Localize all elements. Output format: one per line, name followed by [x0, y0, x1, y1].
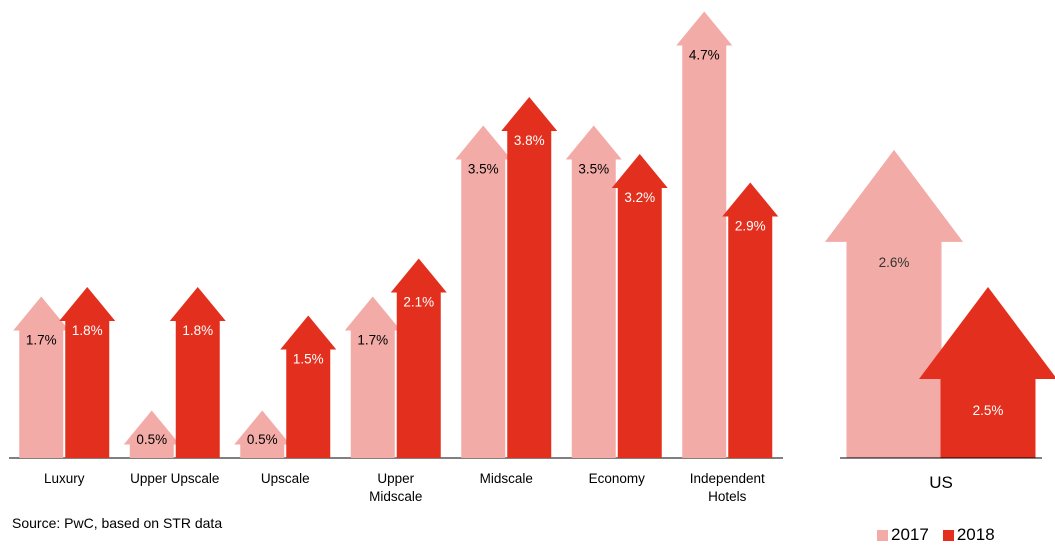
- value-label-upper-midscale-2018: 2.1%: [403, 295, 434, 310]
- arrow-upscale-2018: [280, 315, 337, 458]
- arrow-upper-midscale-2017: [344, 296, 401, 458]
- value-label-economy-2017: 3.5%: [578, 162, 609, 177]
- value-label-us-2018: 2.5%: [973, 403, 1004, 418]
- category-label-us: US: [929, 473, 953, 492]
- value-label-midscale-2018: 3.8%: [514, 133, 545, 148]
- legend: 2017 2018: [877, 525, 995, 545]
- legend-swatch-2017: [877, 529, 888, 541]
- value-label-upper-upscale-2017: 0.5%: [136, 432, 167, 447]
- source-note: Source: PwC, based on STR data: [12, 515, 223, 531]
- arrow-upper-upscale-2017: [123, 410, 180, 458]
- value-label-luxury-2017: 1.7%: [26, 333, 57, 348]
- category-label-economy: Economy: [589, 471, 646, 486]
- arrow-midscale-2018: [501, 97, 558, 458]
- value-label-upscale-2017: 0.5%: [247, 432, 278, 447]
- value-label-independent-hotels-2017: 4.7%: [689, 48, 720, 63]
- value-label-independent-hotels-2018: 2.9%: [735, 219, 766, 234]
- legend-label-2017: 2017: [891, 525, 929, 544]
- arrow-upper-midscale-2018: [390, 258, 447, 458]
- arrow-luxury-2018: [59, 287, 116, 458]
- category-label-upper-midscale-line1: Upper: [377, 471, 414, 486]
- category-label-independent-hotels-line1: Independent: [690, 471, 765, 486]
- category-label-luxury: Luxury: [44, 471, 85, 486]
- arrow-economy-2018: [611, 154, 668, 458]
- legend-label-2018: 2018: [956, 525, 995, 544]
- arrow-luxury-2017: [13, 296, 70, 458]
- arrow-independent-hotels-2017: [676, 11, 733, 458]
- value-label-economy-2018: 3.2%: [624, 190, 655, 205]
- category-label-midscale: Midscale: [480, 471, 533, 486]
- arrow-midscale-2017: [455, 125, 512, 458]
- value-label-upper-upscale-2018: 1.8%: [182, 323, 213, 338]
- legend-item-2017: 2017: [877, 525, 929, 545]
- arrow-us-2017: [825, 149, 963, 458]
- value-label-upper-midscale-2017: 1.7%: [357, 333, 388, 348]
- arrow-us-2018: [919, 287, 1055, 458]
- arrow-upper-upscale-2018: [169, 287, 226, 458]
- legend-swatch-2018: [942, 529, 954, 541]
- arrow-independent-hotels-2018: [722, 182, 779, 458]
- arrow-economy-2017: [565, 125, 622, 458]
- value-label-upscale-2018: 1.5%: [293, 352, 324, 367]
- value-label-us-2017: 2.6%: [879, 255, 910, 270]
- legend-item-2018: 2018: [942, 525, 995, 545]
- category-label-independent-hotels-line2: Hotels: [708, 489, 747, 504]
- category-label-upper-upscale: Upper Upscale: [130, 471, 219, 486]
- arrow-upscale-2017: [234, 410, 291, 458]
- value-label-luxury-2018: 1.8%: [72, 323, 103, 338]
- category-label-upscale: Upscale: [261, 471, 310, 486]
- value-label-midscale-2017: 3.5%: [468, 162, 499, 177]
- category-label-upper-midscale-line2: Midscale: [369, 489, 422, 504]
